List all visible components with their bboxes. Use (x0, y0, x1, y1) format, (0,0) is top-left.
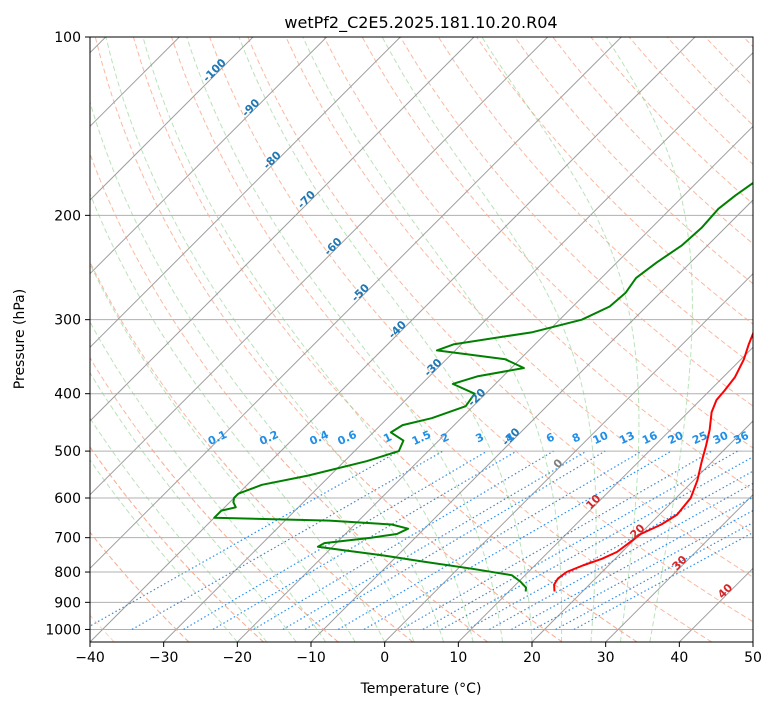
plot-frame (89, 36, 754, 643)
y-tick-label: 1000 (45, 622, 81, 638)
y-tick-label: 900 (54, 595, 81, 611)
dry-adiabat (399, 37, 753, 407)
moist-adiabat (90, 459, 238, 642)
dry-adiabat (209, 37, 753, 623)
lower-dry-adiabat (383, 440, 638, 642)
mixing-ratio-line (466, 470, 753, 630)
x-tick-label: 0 (380, 650, 389, 666)
isotherm (457, 346, 753, 642)
moist-adiabat (481, 37, 640, 642)
moist-adiabat (90, 321, 327, 642)
isotherm (90, 37, 401, 349)
moist-adiabat (186, 37, 503, 642)
mixing-ratio-line (337, 450, 643, 630)
isotherm (90, 37, 622, 570)
x-tick-label: −20 (223, 650, 253, 666)
mixing-ratio-label: 10 (591, 429, 611, 447)
mixing-ratio-label: 36 (732, 429, 752, 447)
plot-area: -100-90-80-70-60-50-40-30-20-10010203040… (90, 37, 753, 642)
plot-background (90, 37, 753, 642)
lower-dry-adiabat (90, 531, 190, 642)
x-tick-label: 20 (523, 650, 541, 666)
x-tick-label: −10 (296, 650, 326, 666)
y-axis: 1000 900 800 700 600 500 400 300 200 100 (45, 30, 90, 638)
y-tick-label: 500 (54, 444, 81, 460)
y-axis-label: Pressure (hPa) (12, 289, 28, 389)
lower-dry-adiabat (90, 614, 115, 642)
dry-adiabat (247, 37, 753, 578)
isotherm (605, 493, 753, 642)
moist-adiabat (105, 37, 445, 642)
y-tick-label: 800 (54, 565, 81, 581)
dry-adiabat (171, 37, 712, 642)
mixing-ratio-label: 13 (617, 429, 636, 447)
moist-adiabat (238, 37, 533, 642)
pressure-gridlines (90, 37, 753, 630)
y-tick-label: 600 (54, 491, 81, 507)
isotherm (90, 37, 328, 275)
lower-dry-adiabat (144, 440, 339, 642)
y-tick-label: 100 (54, 30, 81, 46)
x-tick-label: 40 (670, 650, 688, 666)
mixing-ratio-label: 16 (640, 429, 660, 447)
isotherms (90, 37, 753, 642)
moist-adiabat (142, 37, 474, 642)
lower-dry-adiabat (90, 446, 264, 642)
mixing-ratio-line (422, 450, 738, 630)
x-tick-label: 10 (449, 650, 467, 666)
mixing-ratio-line (183, 450, 488, 630)
dry-adiabat (514, 37, 753, 285)
mixing-ratio-lines (90, 440, 753, 642)
isotherm (384, 272, 753, 642)
moist-adiabat (605, 37, 693, 642)
mixing-ratio-line (282, 450, 587, 630)
moist-adiabats (90, 37, 693, 642)
chart-title: wetPf2_C2E5.2025.181.10.20.R04 (284, 13, 557, 33)
x-tick-label: −30 (149, 650, 179, 666)
x-axis-label: Temperature (°C) (360, 681, 482, 697)
y-tick-label: 700 (54, 531, 81, 547)
lower-dry-adiabat (324, 440, 563, 642)
x-tick-label: 50 (744, 650, 762, 666)
profile-line-1 (553, 331, 753, 592)
dry-adiabat (323, 37, 753, 491)
dry-adiabat (285, 37, 753, 535)
mixing-ratio-line (212, 450, 517, 630)
isotherm (310, 199, 753, 642)
dry-adiabat (437, 37, 753, 366)
y-tick-label: 400 (54, 387, 81, 403)
x-tick-label: 30 (597, 650, 615, 666)
mixing-ratio-line (90, 450, 400, 627)
isotherm (90, 37, 696, 642)
moist-adiabat (381, 37, 597, 642)
moist-adiabat (90, 262, 356, 642)
moist-adiabat (90, 417, 268, 642)
x-axis: −40 −30 −20 −10 0 10 20 30 40 50 (75, 642, 762, 666)
isotherm (90, 37, 549, 496)
dry-adiabat (94, 37, 563, 642)
mixing-ratio-line (441, 456, 753, 630)
lower-dry-adiabat (204, 440, 414, 642)
mixing-ratio-line (489, 482, 753, 630)
profile-line-2 (213, 181, 753, 592)
moist-adiabat (302, 37, 563, 642)
mixing-ratio-label: 30 (711, 429, 731, 447)
mixing-ratio-line (363, 450, 672, 630)
isotherm (90, 37, 254, 201)
x-tick-label: −40 (75, 650, 105, 666)
lower-dry-adiabat (264, 440, 488, 642)
mixing-ratio-label: 20 (666, 429, 686, 447)
y-tick-label: 200 (54, 208, 81, 224)
y-tick-label: 300 (54, 313, 81, 329)
dry-adiabat (361, 37, 753, 449)
profile-series (213, 181, 753, 592)
moist-adiabat (90, 371, 297, 642)
mixing-ratio-label: 25 (690, 429, 709, 447)
isotherm (163, 51, 753, 642)
isotherm (90, 37, 475, 422)
